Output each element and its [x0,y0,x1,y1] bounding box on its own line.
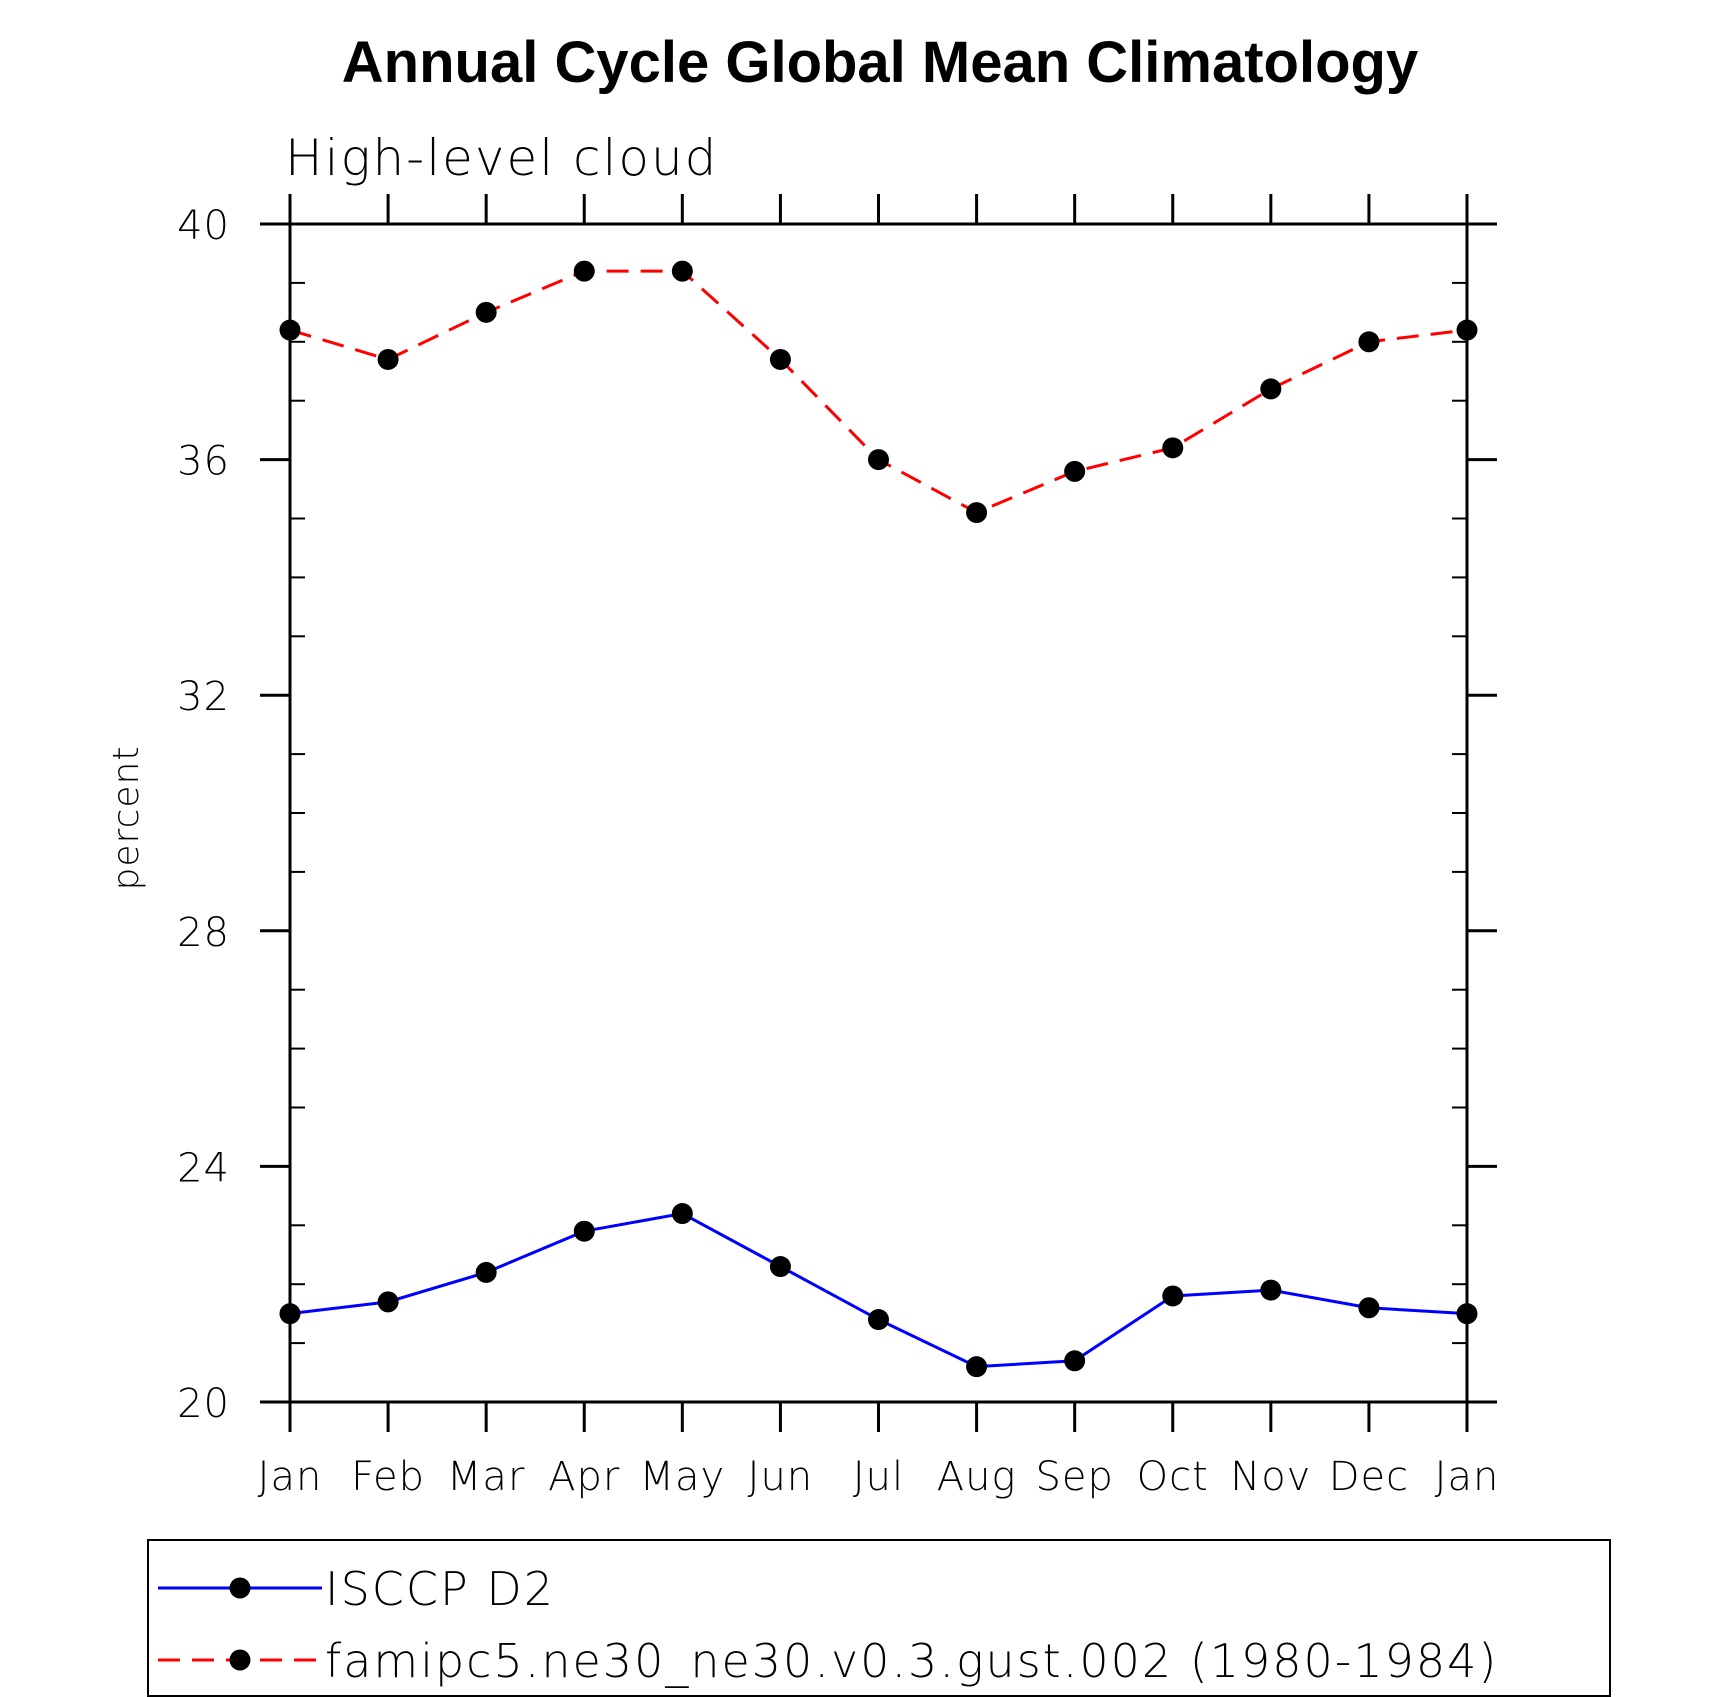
y-tick-label: 24 [177,1145,230,1191]
data-point [1260,378,1282,400]
data-point [1358,1297,1380,1319]
data-point [475,1261,497,1283]
data-point [475,301,497,323]
data-point [671,260,693,282]
data-point [1064,460,1086,482]
data-point [573,260,595,282]
series-line-0 [289,1211,1468,1369]
data-point [279,319,301,341]
data-point [769,1256,791,1278]
series-line-1 [289,269,1468,515]
legend-label-1: famipc5.ne30_ne30.v0.3.gust.002 (1980-19… [325,1634,1498,1688]
legend-box [147,1539,1611,1697]
legend-marker-0 [229,1577,251,1599]
data-point [1162,1285,1184,1307]
data-point [1456,1303,1478,1325]
x-tick-label: Jun [748,1454,814,1500]
y-tick-labels: 20 24 28 32 36 40 [177,203,230,1427]
plot-frame [288,222,1469,1404]
y-tick-label: 20 [177,1381,230,1427]
data-point [1162,437,1184,459]
data-point [573,1220,595,1242]
series-layer [279,260,1478,1378]
x-tick-label: Feb [351,1454,425,1500]
chart-subtitle: High-level cloud [285,129,718,187]
y-tick-label: 36 [177,439,230,485]
data-point [279,1303,301,1325]
data-point [671,1203,693,1225]
y-axis-label: percent [106,746,147,891]
x-tick-label: Dec [1329,1454,1409,1500]
data-point [377,348,399,370]
x-tick-label: Nov [1230,1454,1311,1500]
x-tick-label: Oct [1137,1454,1209,1500]
y-tick-label: 32 [177,674,230,720]
x-tick-label: Jul [853,1454,904,1500]
x-tick-label: Jan [258,1454,323,1500]
data-point [868,449,889,471]
x-tick-label: Aug [937,1454,1017,1500]
legend: ISCCP D2 famipc5.ne30_ne30.v0.3.gust.002 … [158,1562,1498,1688]
x-tick-label: Jan [1435,1454,1500,1500]
chart-title: Annual Cycle Global Mean Climatology [342,30,1418,95]
x-tick-label: Mar [447,1454,525,1500]
x-tick-label: May [639,1454,725,1500]
axis-ticks [260,194,1497,1432]
x-tick-label: Sep [1035,1454,1113,1500]
y-tick-label: 28 [177,910,230,956]
data-point [377,1291,399,1313]
legend-marker-1 [229,1649,251,1671]
data-point [1358,331,1380,353]
legend-label-0: ISCCP D2 [325,1562,555,1616]
data-point [868,1309,889,1331]
data-point [966,502,988,524]
data-point [1456,319,1478,341]
x-tick-labels: Jan Feb Mar Apr May Jun Jul Aug Sep Oct Nov Dec Jan [258,1454,1500,1500]
x-tick-label: Apr [548,1454,620,1500]
data-point [1260,1279,1282,1301]
data-point [769,348,791,370]
data-point [1064,1350,1086,1372]
data-point [966,1356,988,1378]
y-tick-label: 40 [177,203,230,249]
